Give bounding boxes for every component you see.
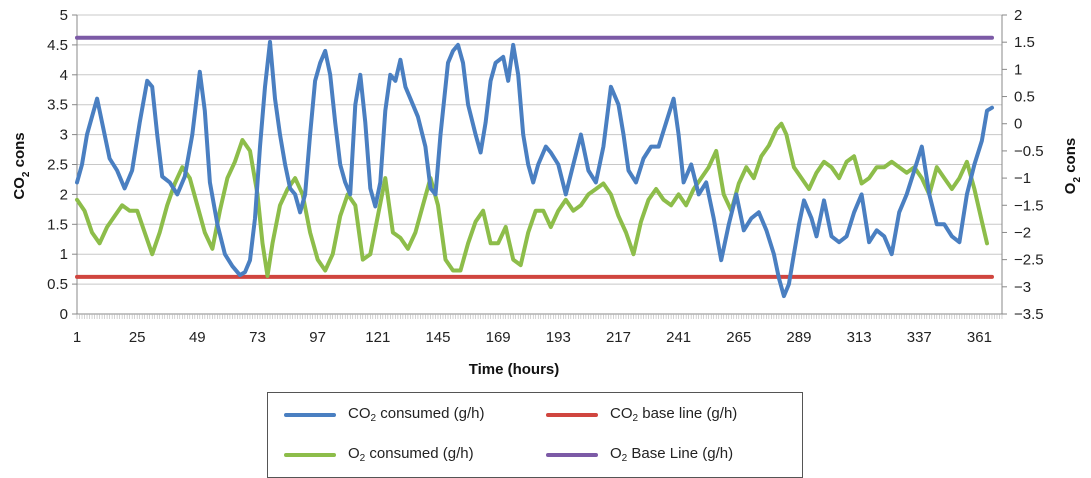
x-tick-label-11: 265 bbox=[726, 329, 751, 346]
legend-item-o2-consumed: O2 consumed (g/h) bbox=[284, 445, 474, 464]
legend-swatch-co2-consumed bbox=[284, 412, 336, 417]
left-axis-ticks: 0 0.5 1 1.5 2 2.5 3 3.5 4 4.5 5 bbox=[47, 7, 77, 323]
chart: 0 0.5 1 1.5 2 2.5 3 3.5 4 4.5 5 −3.5 −3 −2.5 −2 −1.5 −1… bbox=[11, 7, 1083, 378]
left-tick-label-5: 2.5 bbox=[47, 157, 68, 174]
left-axis-title: CO2 cons bbox=[11, 132, 32, 199]
right-axis-ticks: −3.5 −3 −2.5 −2 −1.5 −1 −0.5 0 0.5 1 1.5 2 bbox=[1002, 7, 1044, 323]
x-tick-label-13: 313 bbox=[847, 329, 872, 346]
grid bbox=[77, 14, 1002, 285]
legend-swatch-o2-consumed bbox=[284, 452, 336, 457]
legend-label-o2-baseline: O2 Base Line (g/h) bbox=[610, 445, 734, 464]
left-tick-label-4: 2 bbox=[60, 186, 68, 203]
series-co2-consumed bbox=[75, 39, 994, 299]
right-tick-label-1: −3 bbox=[1014, 279, 1031, 296]
left-tick-label-6: 3 bbox=[60, 127, 68, 144]
x-tick-label-1: 25 bbox=[129, 329, 146, 346]
x-tick-label-4: 97 bbox=[309, 329, 326, 346]
left-tick-label-1: 0.5 bbox=[47, 276, 68, 293]
right-tick-label-7: 0 bbox=[1014, 116, 1022, 133]
x-tick-label-5: 121 bbox=[365, 329, 390, 346]
left-tick-label-9: 4.5 bbox=[47, 37, 68, 54]
left-tick-label-3: 1.5 bbox=[47, 216, 68, 233]
x-tick-label-2: 49 bbox=[189, 329, 206, 346]
series-lines bbox=[75, 35, 994, 299]
x-tick-label-8: 193 bbox=[546, 329, 571, 346]
x-minor-ticks bbox=[76, 314, 1003, 319]
legend: CO2 consumed (g/h) CO2 base line (g/h) O… bbox=[267, 392, 803, 478]
left-tick-label-2: 1 bbox=[60, 246, 68, 263]
right-tick-label-8: 0.5 bbox=[1014, 89, 1035, 106]
x-tick-label-14: 337 bbox=[907, 329, 932, 346]
x-tick-label-6: 145 bbox=[425, 329, 450, 346]
x-tick-label-12: 289 bbox=[786, 329, 811, 346]
x-axis-ticks: 1 25 49 73 97 121 145 169 193 217 241 265 289 313 337 3… bbox=[73, 329, 992, 346]
legend-item-co2-consumed: CO2 consumed (g/h) bbox=[284, 405, 484, 424]
legend-item-o2-baseline: O2 Base Line (g/h) bbox=[546, 445, 733, 464]
right-tick-label-4: −1.5 bbox=[1014, 197, 1044, 214]
x-tick-label-3: 73 bbox=[249, 329, 266, 346]
x-tick-label-15: 361 bbox=[967, 329, 992, 346]
legend-label-co2-consumed: CO2 consumed (g/h) bbox=[348, 405, 485, 424]
right-tick-label-9: 1 bbox=[1014, 61, 1022, 78]
series-o2-consumed bbox=[75, 121, 989, 278]
legend-label-o2-consumed: O2 consumed (g/h) bbox=[348, 445, 474, 464]
right-tick-label-6: −0.5 bbox=[1014, 143, 1044, 160]
right-tick-label-0: −3.5 bbox=[1014, 306, 1044, 323]
right-tick-label-10: 1.5 bbox=[1014, 34, 1035, 51]
x-tick-label-7: 169 bbox=[486, 329, 511, 346]
right-tick-label-11: 2 bbox=[1014, 7, 1022, 24]
right-tick-label-3: −2 bbox=[1014, 224, 1031, 241]
left-tick-label-7: 3.5 bbox=[47, 97, 68, 114]
legend-item-co2-baseline: CO2 base line (g/h) bbox=[546, 405, 737, 424]
right-axis-title: O2 cons bbox=[1062, 138, 1083, 194]
left-tick-label-8: 4 bbox=[60, 67, 68, 84]
legend-label-co2-baseline: CO2 base line (g/h) bbox=[610, 405, 738, 424]
legend-swatch-o2-baseline bbox=[546, 452, 598, 457]
left-tick-label-10: 5 bbox=[60, 7, 68, 24]
x-axis-title: Time (hours) bbox=[469, 361, 560, 378]
x-tick-label-0: 1 bbox=[73, 329, 81, 346]
x-tick-label-9: 217 bbox=[606, 329, 631, 346]
right-tick-label-2: −2.5 bbox=[1014, 252, 1044, 269]
right-tick-label-5: −1 bbox=[1014, 170, 1031, 187]
x-tick-label-10: 241 bbox=[666, 329, 691, 346]
left-tick-label-0: 0 bbox=[60, 306, 68, 323]
legend-swatch-co2-baseline bbox=[546, 412, 598, 417]
